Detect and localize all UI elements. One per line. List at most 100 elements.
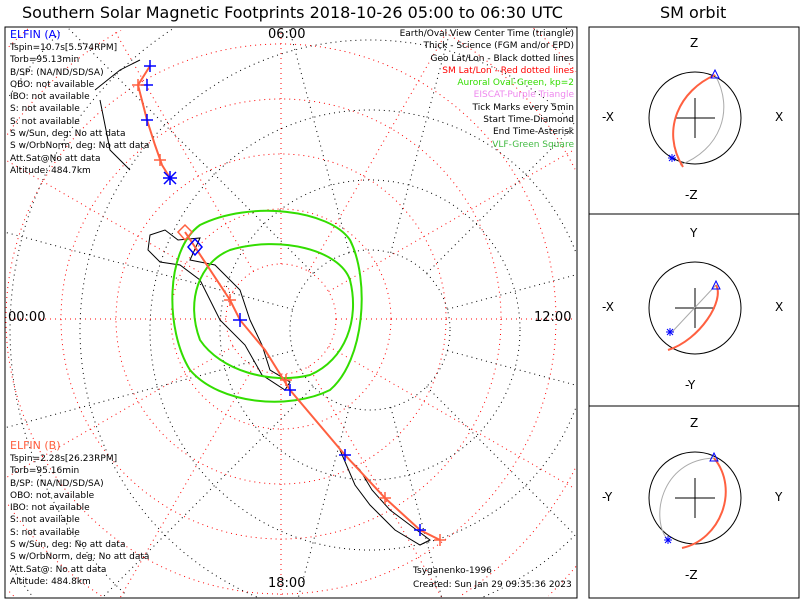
auroral-oval-inner bbox=[193, 243, 354, 379]
legend-entry: Geo Lat/Lon - Black dotted lines bbox=[430, 53, 574, 64]
elfin-b-info-line: Tspin=2.28s[26.23RPM] bbox=[10, 454, 118, 464]
sm-lat-circle bbox=[8, 28, 577, 597]
elfin-a-name: ELFIN (A) bbox=[10, 28, 61, 41]
center-triangle bbox=[710, 68, 720, 79]
center-triangle bbox=[709, 451, 719, 462]
center-triangle bbox=[711, 279, 721, 290]
legend-entry: Earth/Oval View Center Time (triangle) bbox=[399, 29, 574, 39]
elfin-b-info-line: S w/OrbNorm, deg: No att data bbox=[10, 552, 150, 563]
elfin-b-info-line: Altitude: 484.8km bbox=[10, 576, 91, 587]
orbit-axis-label-left: -X bbox=[602, 110, 614, 124]
geo-lon-line bbox=[447, 274, 575, 310]
geo-lon-line bbox=[298, 407, 350, 597]
elfin-a-info-line: OBO: not available bbox=[10, 79, 95, 90]
sm-grid bbox=[5, 28, 577, 598]
earth-circle bbox=[648, 71, 742, 165]
orbit-axis-label-right: X bbox=[775, 300, 784, 314]
geo-lon-line bbox=[390, 28, 452, 253]
mlt-label-right: 12:00 bbox=[534, 310, 572, 325]
sm-lon-line bbox=[328, 149, 575, 292]
orbit-far-side bbox=[679, 74, 725, 166]
geo-lon-line bbox=[6, 232, 293, 310]
elfin-a-info-line: Torb=95.13min bbox=[10, 55, 80, 66]
mlt-label-top: 06:00 bbox=[268, 27, 306, 42]
orbit-axis-label-left: -Y bbox=[602, 490, 613, 504]
elfin-b-info-line: OBO: not available bbox=[10, 490, 95, 501]
elfin-a-info-line: B/SP: (NA/ND/SD/SA) bbox=[10, 67, 104, 78]
orbit-axis-label-bottom: -Z bbox=[685, 188, 698, 202]
plot-title: Southern Solar Magnetic Footprints 2018-… bbox=[22, 3, 563, 22]
orbit-axis-label-left: -X bbox=[602, 300, 614, 314]
sm-lon-line bbox=[308, 28, 449, 272]
start-diamond-b bbox=[176, 223, 194, 242]
geo-grid bbox=[6, 27, 576, 598]
elfin-b-info-line: S: not available bbox=[10, 515, 80, 526]
elfin-a-info-line: S w/OrbNorm, deg: No att data bbox=[10, 141, 150, 152]
legend-entry: Tick Marks every 5min bbox=[472, 102, 574, 113]
elfin-b-name: ELFIN (B) bbox=[10, 439, 61, 452]
orbit-plots bbox=[648, 68, 742, 549]
geo-lat-circle bbox=[289, 249, 451, 411]
elfin-b-info-line: Att.Sat@: No att data bbox=[10, 564, 107, 575]
elfin-a-info-line: Att.Sat@No att data bbox=[10, 153, 101, 164]
legend-entry: Thick - Science (FGM and/or EPD) bbox=[423, 41, 574, 52]
legend-entry: EISCAT-Purple Triangle bbox=[473, 90, 574, 101]
geo-lon-line bbox=[6, 350, 293, 428]
sm-lon-line bbox=[308, 366, 442, 598]
elfin-a-track bbox=[136, 65, 171, 179]
elfin-a-info: ELFIN (A) Tspin=10.7s[5.574RPM] Torb=95.1… bbox=[10, 28, 149, 177]
legend-entry: VLF-Green Square bbox=[492, 139, 574, 150]
orbit-axis-label-top: Z bbox=[690, 36, 699, 50]
elfin-a-info-line: S w/Sun, deg: No att data bbox=[10, 129, 126, 140]
geo-lat-circle bbox=[9, 27, 572, 594]
elfin-b-ticks bbox=[132, 79, 446, 546]
geo-lat-circle bbox=[219, 179, 521, 481]
earth-circle bbox=[648, 261, 742, 355]
created-label: Created: Sun Jan 29 09:35:36 2023 bbox=[413, 580, 572, 590]
elfin-b-info: ELFIN (B) Tspin=2.28s[26.23RPM] Torb=95.1… bbox=[10, 439, 149, 588]
orbit-axis-label-bottom: -Z bbox=[685, 568, 698, 582]
elfin-b-info-line: S: not available bbox=[10, 527, 80, 538]
geo-lon-line bbox=[288, 28, 350, 253]
orbit-axis-label-right: X bbox=[775, 110, 784, 124]
elfin-a-info-line: S: not available bbox=[10, 116, 80, 127]
end-asterisk bbox=[666, 328, 674, 336]
legend: Earth/Oval View Center Time (triangle) Th… bbox=[400, 28, 574, 151]
elfin-a-info-line: S: not available bbox=[10, 104, 80, 115]
orbit-frame bbox=[588, 26, 800, 599]
sm-lat-circle bbox=[225, 263, 337, 375]
start-diamond-a bbox=[187, 237, 203, 257]
elfin-b-info-line: Torb=95.16min bbox=[10, 466, 80, 477]
elfin-a-info-line: Altitude: 484.7km bbox=[10, 165, 91, 176]
elfin-b-info-line: B/SP: (NA/ND/SD/SA) bbox=[10, 478, 104, 489]
model-label: Tsyganenko-1996 bbox=[413, 566, 492, 576]
legend-entry: SM Lat/Lon - Red dotted lines bbox=[442, 65, 574, 76]
geo-lat-circle bbox=[149, 109, 576, 551]
legend-entry: Start Time-Diamond bbox=[483, 115, 574, 126]
geo-lon-line bbox=[447, 350, 575, 386]
south-america-coast bbox=[339, 449, 431, 546]
orbit-title: SM orbit bbox=[660, 3, 727, 22]
mlt-label-left: 00:00 bbox=[8, 310, 46, 325]
legend-entry: Auroral Oval-Green, kp=2 bbox=[457, 78, 574, 89]
end-asterisk bbox=[664, 536, 672, 544]
legend-entry: End Time-Asterisk bbox=[492, 127, 574, 138]
elfin-a-ticks bbox=[141, 60, 426, 536]
orbit-far-side bbox=[659, 457, 715, 541]
orbit-axis-label-bottom: -Y bbox=[685, 378, 696, 392]
orbit-track bbox=[672, 74, 716, 168]
elfin-b-info-line: IBO: not available bbox=[10, 503, 90, 514]
mlt-label-bottom: 18:00 bbox=[268, 576, 306, 591]
sm-lon-line bbox=[113, 28, 254, 272]
end-asterisk bbox=[668, 154, 676, 162]
orbit-far-side bbox=[671, 284, 717, 333]
elfin-a-info-line: IBO: not available bbox=[10, 92, 90, 103]
geo-lon-line bbox=[426, 386, 576, 536]
sm-lat-circle bbox=[170, 208, 392, 430]
orbit-axis-label-top: Y bbox=[690, 226, 698, 240]
elfin-b-info-line: S w/Sun, deg: No att data bbox=[10, 540, 126, 551]
orbit-axis-label-right: Y bbox=[775, 490, 783, 504]
geo-lat-circle bbox=[79, 39, 576, 598]
auroral-oval-outer bbox=[171, 209, 363, 403]
